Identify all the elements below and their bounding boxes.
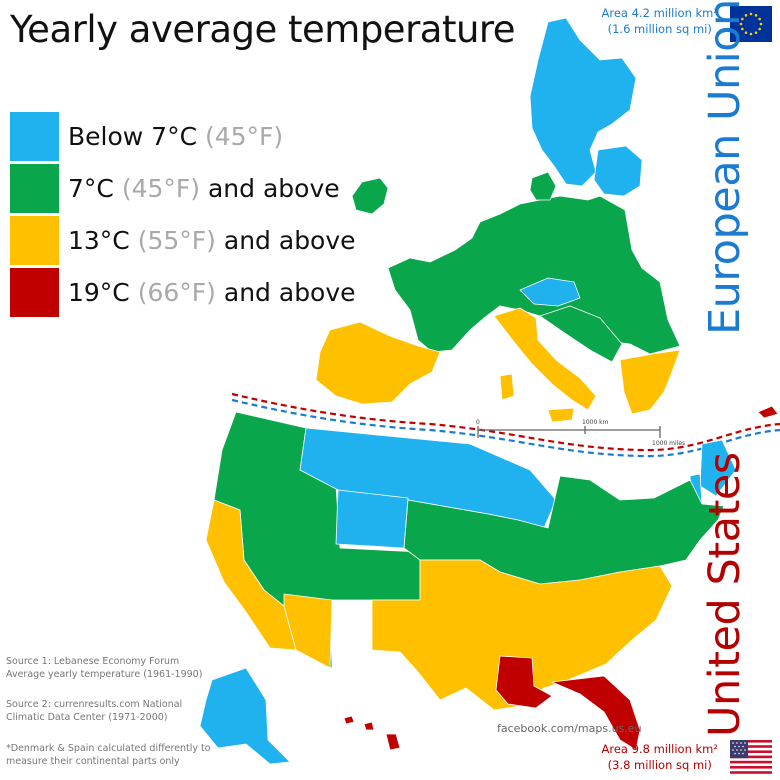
region-us-arizona	[283, 593, 333, 669]
legend-fahrenheit: (55°F)	[137, 225, 216, 255]
legend-fahrenheit: (66°F)	[137, 277, 216, 307]
map-title: Yearly average temperature	[10, 8, 516, 51]
source-1: Source 1: Lebanese Economy Forum Average…	[6, 656, 203, 680]
us-area-text: Area 9.8 million km² (3.8 million sq mi)	[602, 741, 719, 773]
region-us-florida	[551, 675, 641, 751]
eu-area-km: Area 4.2 million km²	[601, 6, 719, 20]
legend-celsius: 19°C	[68, 277, 130, 307]
us-flag-icon	[730, 740, 772, 774]
region-us-louisiana	[495, 655, 553, 709]
region-iberia	[315, 321, 441, 405]
legend-celsius: 7°C	[68, 173, 114, 203]
region-scandinavia	[529, 17, 637, 187]
region-us-south	[371, 559, 673, 711]
legend-suffix: and above	[207, 173, 340, 203]
region-us-alaska	[199, 667, 291, 765]
legend-suffix: and above	[223, 277, 356, 307]
region-western-europe	[387, 195, 681, 355]
eu-map	[315, 17, 779, 423]
region-ireland	[351, 177, 389, 215]
legend-suffix: and above	[223, 225, 356, 255]
us-label: United States	[700, 452, 750, 737]
legend-row-below-7: Below 7°C (45°F)	[10, 110, 356, 162]
us-map	[199, 411, 737, 765]
legend-celsius: 13°C	[68, 225, 130, 255]
source-note: *Denmark & Spain calculated differently …	[6, 743, 211, 767]
legend-swatch	[10, 111, 59, 161]
scale-zero: 0	[476, 419, 480, 426]
region-baltics	[593, 145, 643, 197]
region-balkans	[539, 305, 623, 363]
eu-area-mi: (1.6 million sq mi)	[607, 22, 712, 36]
legend-fahrenheit: (45°F)	[121, 173, 201, 203]
source-2: Source 2: currenresults.com National Cli…	[6, 699, 183, 723]
legend-row-13-above: 13°C (55°F) and above	[10, 214, 356, 266]
credit-link: facebook.com/maps.us.eu	[497, 722, 642, 735]
region-cyprus	[757, 405, 779, 419]
region-italy	[493, 307, 597, 411]
legend: Below 7°C (45°F) 7°C (45°F) and above 13…	[10, 110, 356, 318]
eu-label: European Union	[700, 0, 750, 335]
scale-miles: 1000 miles	[652, 440, 685, 447]
region-us-hawaii	[343, 715, 401, 751]
scale-bar: 0 1000 km 1000 miles	[476, 419, 685, 447]
legend-row-19-above: 19°C (66°F) and above	[10, 266, 356, 318]
us-area-mi: (3.8 million sq mi)	[607, 758, 712, 772]
legend-swatch	[10, 267, 59, 317]
eu-flag-icon	[730, 6, 772, 42]
legend-swatch	[10, 163, 59, 213]
eu-area-text: Area 4.2 million km² (1.6 million sq mi)	[602, 5, 719, 37]
region-denmark	[529, 171, 557, 201]
scale-km: 1000 km	[582, 419, 609, 426]
region-us-wyoming	[335, 489, 409, 549]
us-area-km: Area 9.8 million km²	[601, 742, 719, 756]
legend-celsius: Below 7°C	[68, 121, 198, 151]
legend-fahrenheit: (45°F)	[204, 121, 284, 151]
region-sicily	[547, 407, 575, 423]
legend-swatch	[10, 215, 59, 265]
region-sardinia	[499, 373, 515, 401]
region-greece	[619, 349, 681, 415]
region-austria	[519, 277, 581, 307]
legend-row-7-above: 7°C (45°F) and above	[10, 162, 356, 214]
